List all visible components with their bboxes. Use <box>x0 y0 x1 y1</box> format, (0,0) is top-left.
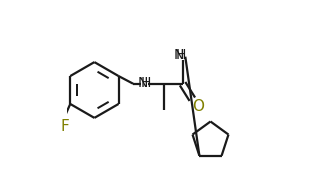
Text: N: N <box>173 48 184 62</box>
Text: H: H <box>140 76 151 90</box>
Text: F: F <box>60 119 69 134</box>
Text: O: O <box>192 99 204 114</box>
Text: N: N <box>137 76 148 90</box>
Text: H: H <box>176 48 186 62</box>
